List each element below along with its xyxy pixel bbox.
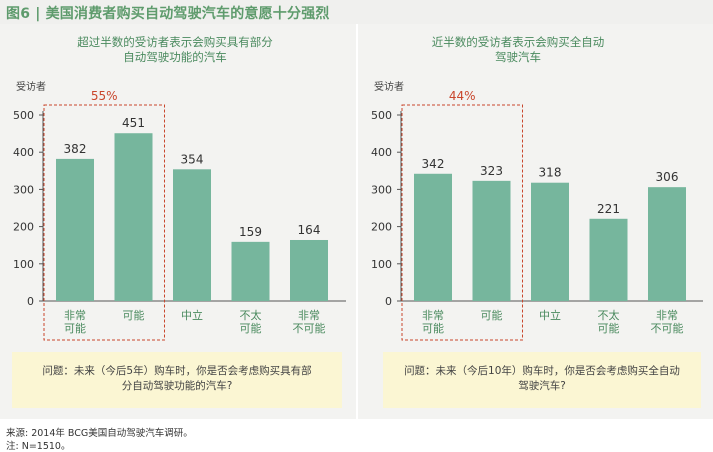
title-bar [0, 0, 713, 24]
y-tick-label: 300 [371, 183, 392, 196]
y-tick-label: 200 [13, 221, 34, 234]
y-tick-label: 200 [371, 221, 392, 234]
x-tick-label: 非常 [656, 309, 678, 322]
y-axis-label: 受访者 [16, 81, 46, 93]
bar [231, 241, 270, 301]
figure-title: 图6 | 美国消费者购买自动驾驶汽车的意愿十分强烈 [6, 6, 330, 22]
source-note: 来源: 2014年 BCG美国自动驾驶汽车调研。 [6, 428, 193, 439]
highlight-box [401, 104, 523, 341]
highlight-box [43, 104, 165, 341]
bar-value-label: 342 [422, 157, 445, 171]
x-tick-label: 可能 [123, 308, 145, 322]
bar-value-label: 159 [239, 225, 262, 239]
highlight-label: 44% [449, 89, 476, 103]
bar-value-label: 164 [298, 223, 321, 237]
bar-value-label: 306 [656, 170, 679, 184]
chart-subtitle-line: 超过半数的受访者表示会购买具有部分 [77, 35, 273, 49]
question-box [12, 352, 342, 408]
bar-value-label: 221 [597, 202, 620, 216]
x-tick-label: 不太 [240, 309, 262, 322]
bar [114, 133, 153, 301]
x-tick-label: 非常 [298, 309, 320, 322]
bar-value-label: 451 [122, 116, 145, 130]
x-tick-label: 可能 [422, 321, 444, 335]
y-tick-label: 500 [13, 109, 34, 122]
bar [589, 218, 628, 301]
y-axis-label: 受访者 [374, 81, 404, 93]
bar [56, 158, 94, 301]
chart-subtitle-line: 近半数的受访者表示会购买全自动 [432, 35, 605, 49]
bar-value-label: 382 [64, 142, 87, 156]
panel-right: 近半数的受访者表示会购买全自动 驾驶汽车受访者 0 100 200 300 400 500 44… [358, 24, 713, 419]
chart-subtitle-line: 自动驾驶功能的汽车 [123, 50, 227, 64]
bar [414, 173, 452, 301]
bar-value-label: 354 [181, 152, 204, 166]
chart-subtitle-line: 驾驶汽车 [495, 50, 541, 64]
y-tick-label: 500 [371, 109, 392, 122]
x-tick-label: 不可能 [651, 321, 684, 335]
bar-value-label: 323 [480, 164, 503, 178]
bar-value-label: 318 [539, 166, 562, 180]
highlight-label: 55% [91, 89, 118, 103]
question-text-line: 分自动驾驶功能的汽车? [122, 379, 233, 392]
bar [531, 182, 569, 301]
y-tick-label: 300 [13, 183, 34, 196]
question-text-line: 问题：未来（今后5年）购车时，你是否会考虑购买具有部 [42, 364, 311, 377]
y-tick-label: 400 [13, 146, 34, 159]
x-tick-label: 不可能 [293, 321, 326, 335]
y-tick-label: 0 [385, 295, 392, 308]
sample-note: 注: N=1510。 [6, 441, 71, 452]
x-tick-label: 非常 [422, 309, 444, 322]
bar [290, 239, 328, 301]
x-tick-label: 非常 [64, 309, 86, 322]
bar [648, 187, 686, 301]
x-tick-label: 可能 [481, 308, 503, 322]
y-tick-label: 400 [371, 146, 392, 159]
y-tick-label: 100 [371, 258, 392, 271]
x-tick-label: 中立 [181, 308, 203, 322]
x-tick-label: 可能 [64, 321, 86, 335]
bar [472, 180, 511, 301]
question-text-line: 驾驶汽车? [518, 379, 566, 392]
y-tick-label: 0 [27, 295, 34, 308]
y-tick-label: 100 [13, 258, 34, 271]
x-tick-label: 可能 [598, 321, 620, 335]
x-tick-label: 可能 [240, 321, 262, 335]
question-text-line: 问题：未来（今后10年）购车时，你是否会考虑购买全自动 [404, 364, 680, 377]
x-tick-label: 不太 [598, 309, 620, 322]
panel-left: 超过半数的受访者表示会购买具有部分 自动驾驶功能的汽车受访者 0 100 200 300 4… [0, 24, 356, 419]
x-tick-label: 中立 [539, 308, 561, 322]
bar [173, 169, 211, 301]
question-box [383, 352, 701, 408]
